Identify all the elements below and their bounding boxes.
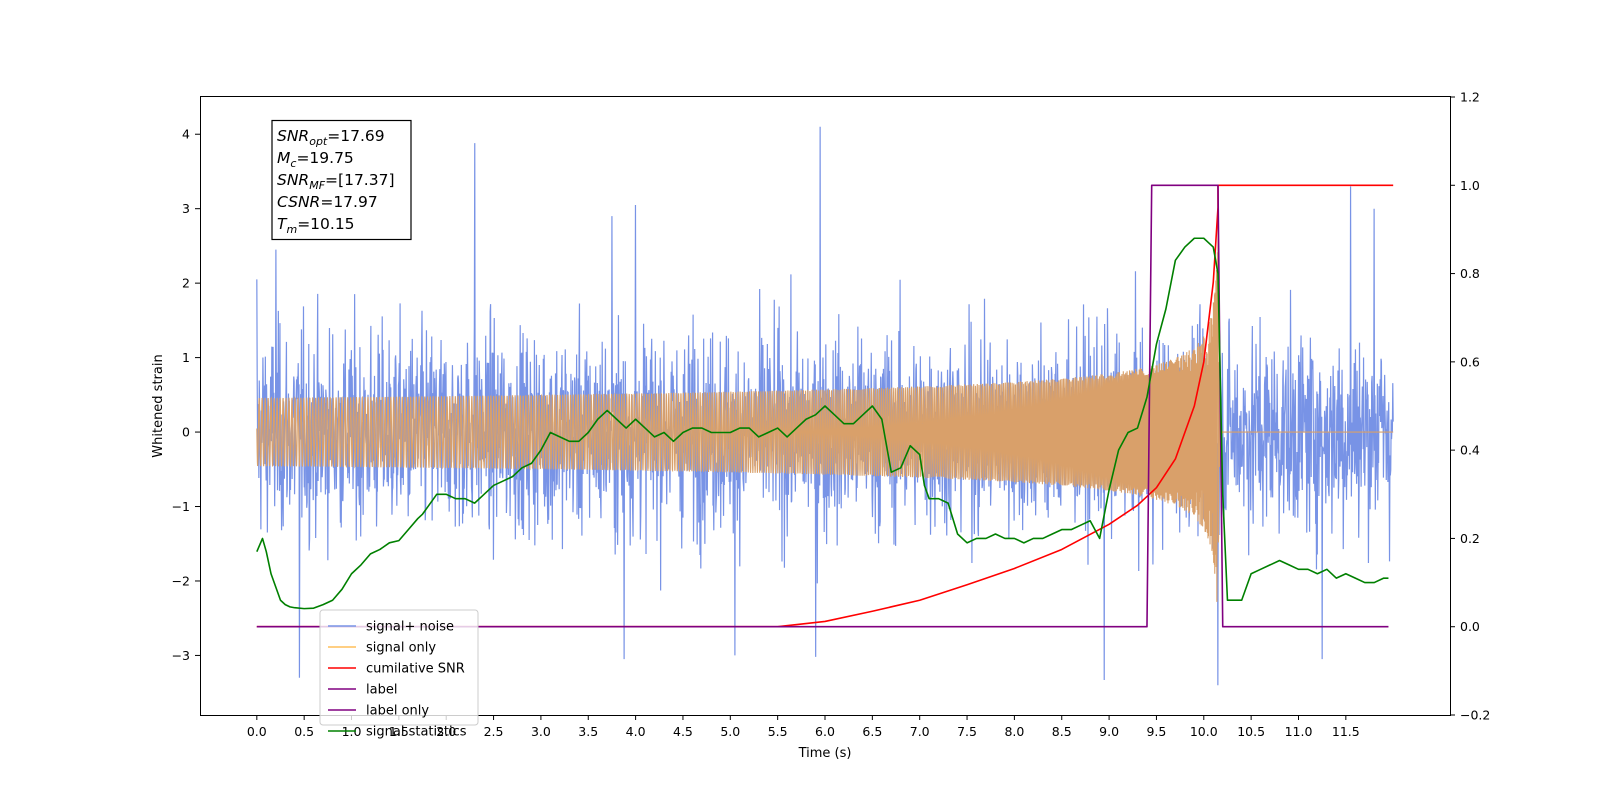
annotation-subscript: m (286, 223, 297, 236)
series-signal-statistics (256, 237, 1389, 610)
x-tick-label: 7.5 (957, 724, 977, 739)
y-tick-label: −1 (172, 499, 190, 514)
legend-label: cumilative SNR (366, 662, 465, 677)
annotation-line: SNRopt=17.69 (277, 127, 385, 148)
x-tick-label: 10.5 (1237, 724, 1265, 739)
x-tick-label: 3.0 (531, 724, 551, 739)
annotation-value: =10.15 (297, 215, 354, 233)
x-tick-label: 5.5 (768, 724, 788, 739)
x-tick-label: 1.5 (389, 724, 409, 739)
series-signal-only (256, 190, 1394, 602)
series-line (256, 184, 1389, 628)
series-layer (256, 126, 1394, 686)
annotation-line: Tm=10.15 (277, 215, 355, 236)
annotation-line: CSNR=17.97 (277, 193, 378, 211)
y-axis-label: Whitened strain (151, 354, 166, 457)
x-tick-label: 4.0 (626, 724, 646, 739)
x-tick-label: 0.0 (247, 724, 267, 739)
y2-tick-label: 0.2 (1460, 531, 1480, 546)
x-tick-label: 6.5 (862, 724, 882, 739)
x-tick-label: 6.0 (815, 724, 835, 739)
annotation-symbol: CSNR (277, 193, 320, 211)
x-tick-label: 2.5 (484, 724, 504, 739)
x-axis: 0.0 0.5 1.0 1.5 2.0 2.5 3.0 3.5 4.0 4.5 5.0 5.5 6.0 6… (247, 715, 1360, 739)
annotation-value: =[17.37] (325, 171, 394, 189)
y2-tick-label: −0.2 (1460, 708, 1490, 723)
x-tick-label: 4.5 (673, 724, 693, 739)
annotation-frame (271, 119, 412, 241)
legend-label: label (366, 683, 397, 698)
annotation-subscript: MF (309, 179, 325, 192)
legend-label: signal only (366, 641, 436, 656)
y-tick-label: 2 (182, 276, 190, 291)
y2-tick-label: 0.4 (1460, 443, 1480, 458)
stats-annotation: SNRopt=17.69Mc=19.75SNRMF=[17.37]CSNR=17… (271, 119, 412, 241)
legend-label: label only (366, 704, 429, 719)
legend-label: signal statistics (366, 725, 467, 740)
x-tick-label: 5.0 (720, 724, 740, 739)
x-tick-label: 8.5 (1052, 724, 1072, 739)
annotation-symbol: T (277, 215, 288, 233)
y-axis-left: 4 3 2 1 0 −1 −2 −3 (172, 127, 200, 663)
annotation-subscript: opt (309, 135, 328, 148)
annotation-subscript: c (290, 157, 296, 170)
x-tick-label: 11.0 (1285, 724, 1313, 739)
annotation-symbol: M (277, 149, 290, 167)
x-tick-label: 11.5 (1332, 724, 1360, 739)
y-tick-label: 3 (182, 201, 190, 216)
annotation-value: =17.69 (327, 127, 384, 145)
x-tick-label: 10.0 (1190, 724, 1218, 739)
y-tick-label: −2 (172, 573, 190, 588)
legend: signal+ noise signal only cumilative SNR la… (319, 609, 479, 740)
y-axis-right: 1.2 1.0 0.8 0.6 0.4 0.2 0.0 −0.2 (1450, 90, 1490, 723)
x-tick-label: 9.0 (1099, 724, 1119, 739)
x-tick-label: 3.5 (578, 724, 598, 739)
series-line (256, 237, 1389, 610)
series-line (256, 184, 1394, 628)
y-tick-label: 0 (182, 425, 190, 440)
legend-label: signal+ noise (366, 620, 454, 635)
y-tick-label: −3 (172, 648, 190, 663)
y2-tick-label: 0.8 (1460, 266, 1480, 281)
y-tick-label: 1 (182, 350, 190, 365)
x-tick-label: 2.0 (436, 724, 456, 739)
y-tick-label: 4 (182, 127, 190, 142)
series-cumilative-snr (256, 184, 1394, 628)
annotation-value: =17.97 (320, 193, 377, 211)
annotation-symbol: SNR (277, 127, 309, 145)
series-label (256, 184, 1389, 628)
x-tick-label: 0.5 (294, 724, 314, 739)
x-axis-label: Time (s) (798, 746, 852, 761)
y2-tick-label: 1.2 (1460, 90, 1480, 105)
legend-frame (319, 609, 479, 726)
x-tick-label: 8.0 (1004, 724, 1024, 739)
y2-tick-label: 1.0 (1460, 178, 1480, 193)
chirp-trace (256, 190, 1394, 602)
annotation-symbol: SNR (277, 171, 309, 189)
y2-tick-label: 0.0 (1460, 619, 1480, 634)
annotation-line: Mc=19.75 (277, 149, 354, 170)
x-tick-label: 7.0 (910, 724, 930, 739)
x-tick-label: 9.5 (1146, 724, 1166, 739)
y2-tick-label: 0.6 (1460, 354, 1480, 369)
annotation-value: =19.75 (296, 149, 353, 167)
annotation-line: SNRMF=[17.37] (277, 171, 395, 192)
